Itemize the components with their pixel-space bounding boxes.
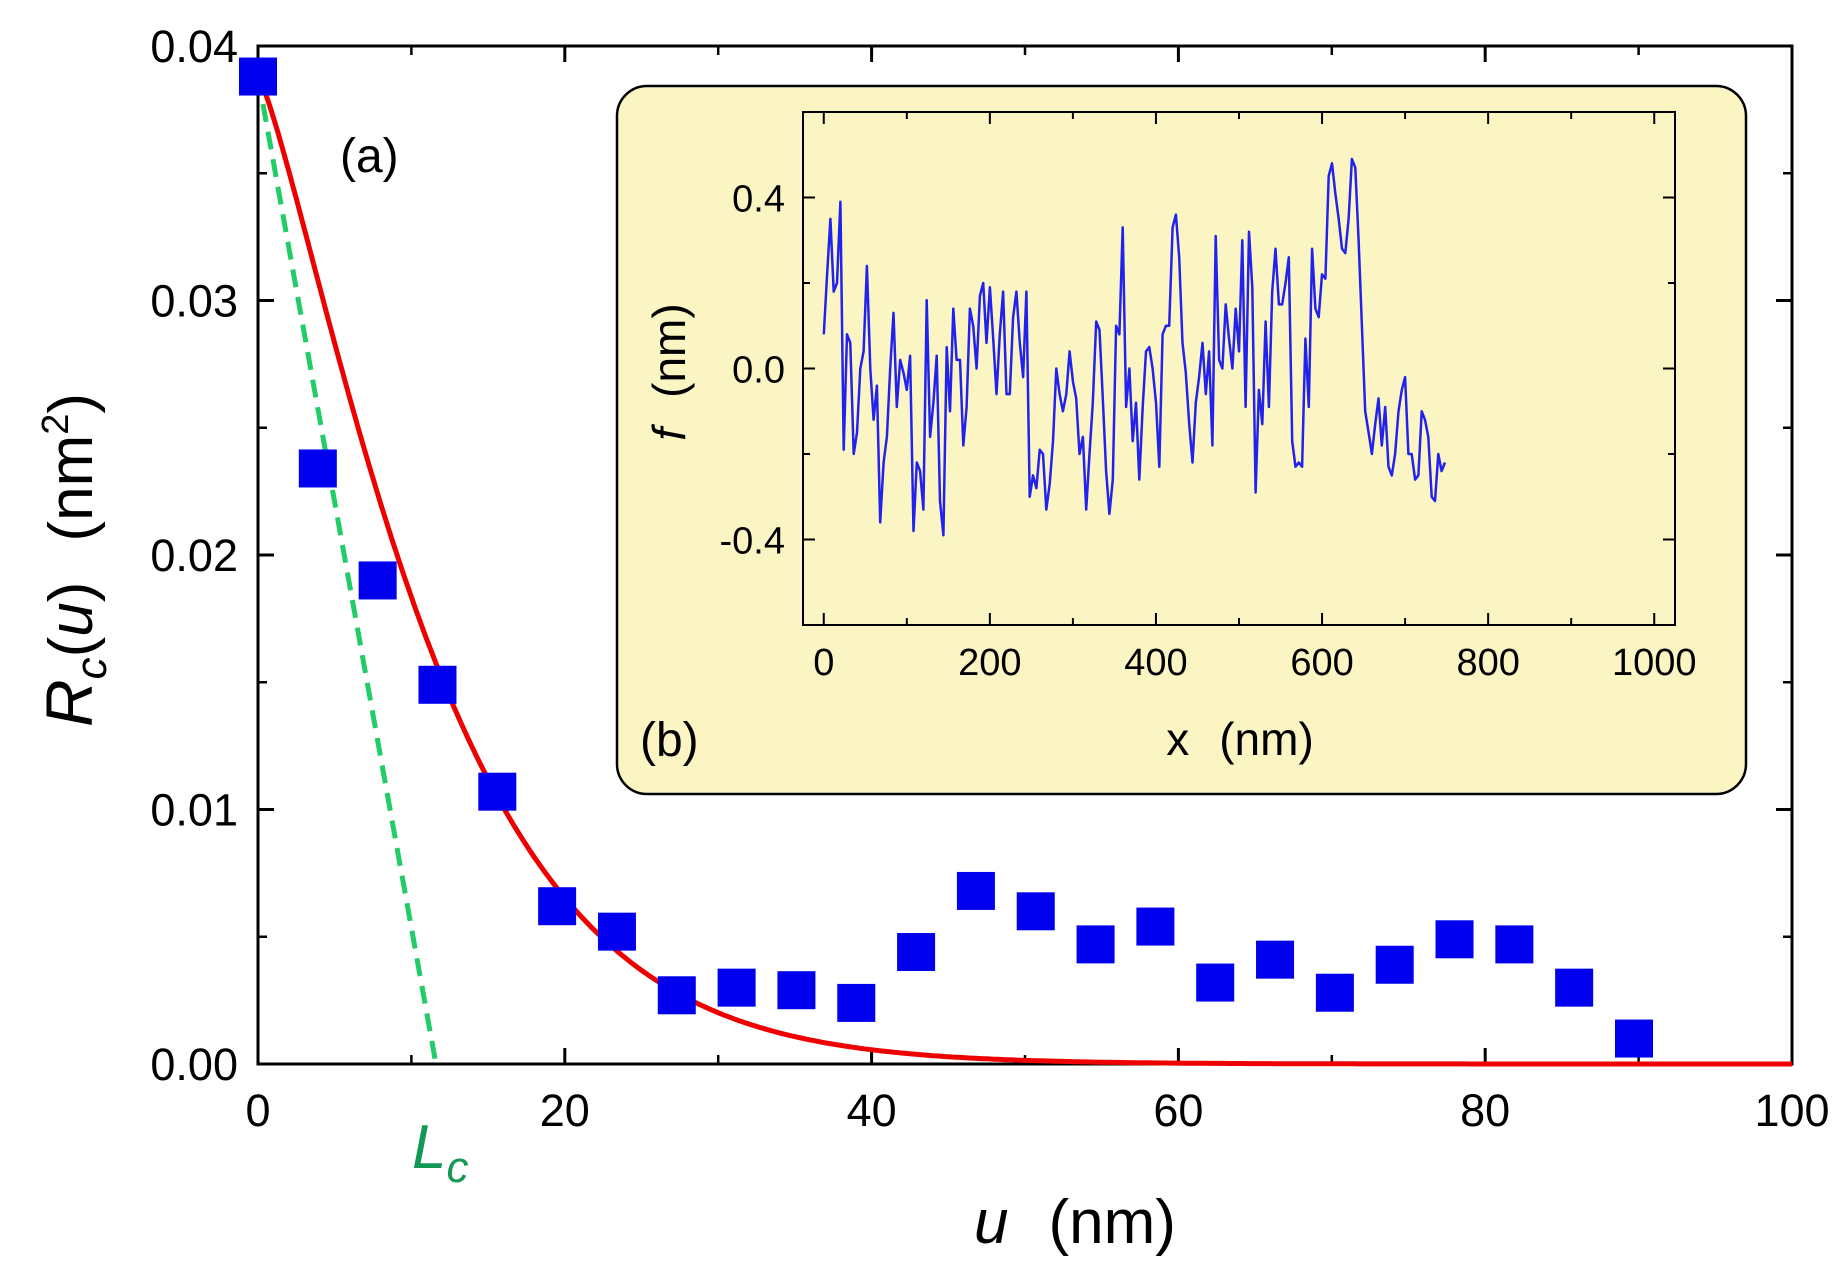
data-point — [657, 976, 696, 1015]
data-point — [1315, 973, 1354, 1012]
inset-y-axis-label: f (nm) — [643, 303, 695, 440]
inset-y-label-unit: (nm) — [643, 303, 695, 398]
panel-label-b: (b) — [640, 714, 699, 767]
x-tick-label: 80 — [1460, 1085, 1510, 1136]
data-point — [239, 57, 277, 96]
data-point — [837, 983, 876, 1022]
data-point — [597, 912, 636, 951]
inset-y-label-var: f — [643, 424, 695, 441]
y-tick-label: 0.01 — [150, 785, 238, 836]
data-point — [1614, 1019, 1653, 1058]
lc-annotation-sub: c — [446, 1143, 468, 1192]
inset-x-tick-label: 800 — [1456, 642, 1519, 684]
inset-background — [615, 84, 1748, 796]
main-x-label-var: u — [974, 1188, 1008, 1257]
y-tick-label: 0.00 — [150, 1039, 238, 1090]
data-point — [1136, 907, 1175, 946]
data-point — [897, 933, 936, 972]
x-tick-label: 40 — [847, 1085, 897, 1136]
main-y-label-close: ) — [37, 582, 106, 603]
data-point — [1555, 968, 1594, 1007]
data-point — [418, 665, 457, 704]
data-point — [1435, 920, 1474, 959]
inset-x-tick-label: 600 — [1290, 642, 1353, 684]
data-point — [358, 561, 397, 600]
data-point — [777, 971, 816, 1010]
inset-y-tick-labels: -0.4 0.0 0.4 — [720, 179, 785, 563]
x-tick-label: 60 — [1153, 1085, 1203, 1136]
data-point — [298, 449, 337, 488]
inset-x-tick-label: 400 — [1124, 642, 1187, 684]
main-y-label-unit-open: (nm — [37, 435, 106, 542]
data-point — [1016, 892, 1055, 931]
main-y-label-unit-sup: 2 — [35, 414, 77, 435]
data-point — [717, 968, 756, 1007]
x-tick-label: 20 — [540, 1085, 590, 1136]
main-y-label-r: R — [32, 679, 106, 727]
data-point — [956, 871, 995, 910]
y-tick-label: 0.02 — [150, 530, 238, 581]
inset-series — [822, 157, 1447, 537]
main-x-label-unit: (nm) — [1049, 1188, 1176, 1257]
inset-y-tick-label: -0.4 — [720, 521, 785, 563]
inset-x-label-unit: (nm) — [1219, 713, 1314, 765]
data-point — [1256, 940, 1295, 979]
main-y-label-arg: u — [37, 602, 106, 636]
main-plot: 0 20 40 60 80 100 0.000.010.020.030.04 (a) u(… — [32, 21, 1830, 1257]
main-y-label-sub: c — [67, 657, 116, 679]
main-y-label-open: ( — [37, 636, 106, 657]
data-point — [1495, 925, 1534, 964]
main-x-axis-label: u (nm) — [974, 1188, 1176, 1257]
inset-x-tick-label: 1000 — [1612, 642, 1697, 684]
y-tick-label: 0.03 — [150, 276, 238, 327]
x-tick-label: 0 — [245, 1085, 270, 1136]
main-series — [239, 57, 1792, 1067]
inset-x-tick-labels: 0 200 400 600 800 1000 — [813, 642, 1696, 684]
data-point — [478, 772, 517, 811]
inset-x-label-var: x — [1166, 713, 1189, 765]
data-point — [1196, 963, 1235, 1002]
fit-curve — [255, 75, 1792, 1067]
profile-line — [822, 157, 1447, 537]
panel-label-a: (a) — [340, 130, 399, 183]
inset-plot: 0 200 400 600 800 1000 -0.4 0.0 0.4 (b) x (nm) f… — [615, 84, 1748, 796]
main-y-tick-labels: 0.00 0.01 0.02 0.03 0.04 — [150, 21, 238, 1090]
inset-y-tick-label: 0.4 — [732, 179, 785, 221]
data-point — [538, 887, 577, 926]
inset-x-axis-label: x (nm) — [1166, 713, 1314, 765]
main-y-label-unit-close: ) — [37, 393, 106, 414]
tangent-line — [255, 76, 439, 1065]
main-x-tick-labels: 0 20 40 60 80 100 — [245, 1085, 1829, 1136]
inset-ticks — [803, 111, 1675, 626]
data-point — [1076, 925, 1115, 964]
y-tick-label: 0.04 — [150, 21, 238, 72]
inset-x-tick-label: 200 — [958, 642, 1021, 684]
lc-annotation-l: L — [412, 1113, 446, 1182]
main-y-axis-label: Rc(u) (nm2) — [32, 393, 116, 727]
inset-x-tick-label: 0 — [813, 642, 834, 684]
data-point — [1375, 945, 1414, 984]
inset-y-tick-label: 0.0 — [732, 350, 785, 392]
lc-annotation: Lc — [412, 1113, 468, 1192]
x-tick-label: 100 — [1754, 1085, 1829, 1136]
